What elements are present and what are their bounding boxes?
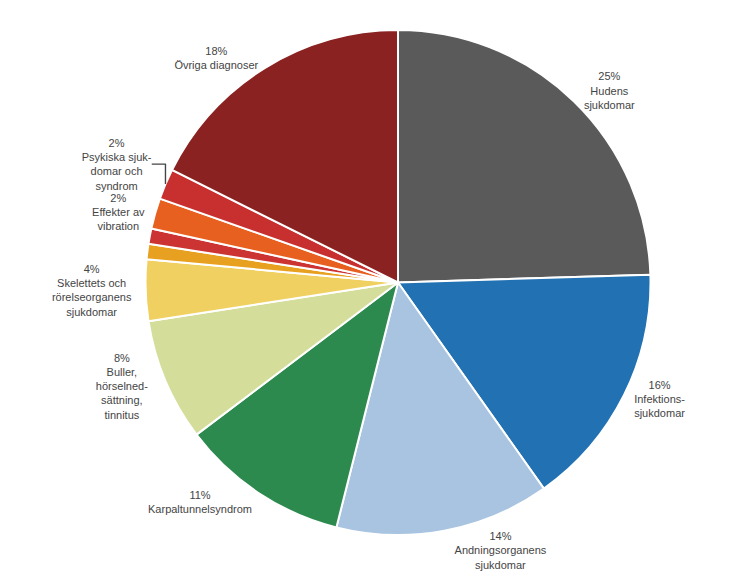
svg-text:14%Andningsorganenssjukdomar: 14%Andningsorganenssjukdomar <box>455 530 547 571</box>
svg-text:18%Övriga diagnoser: 18%Övriga diagnoser <box>174 45 258 71</box>
svg-text:2%Effekter avvibration: 2%Effekter avvibration <box>92 192 145 233</box>
svg-text:25%Hudenssjukdomar: 25%Hudenssjukdomar <box>584 70 635 111</box>
svg-text:4%Skelettets ochrörelseorganen: 4%Skelettets ochrörelseorganenssjukdomar <box>52 263 132 318</box>
svg-text:11%Karpaltunnelsyndrom: 11%Karpaltunnelsyndrom <box>148 489 252 515</box>
svg-text:16%Infektions-sjukdomar: 16%Infektions-sjukdomar <box>634 379 685 420</box>
svg-text:2%Psykiska sjuk-domar ochsyndr: 2%Psykiska sjuk-domar ochsyndrom <box>82 137 152 192</box>
svg-text:8%Buller,hörselned-sättning,ti: 8%Buller,hörselned-sättning,tinnitus <box>96 352 148 421</box>
